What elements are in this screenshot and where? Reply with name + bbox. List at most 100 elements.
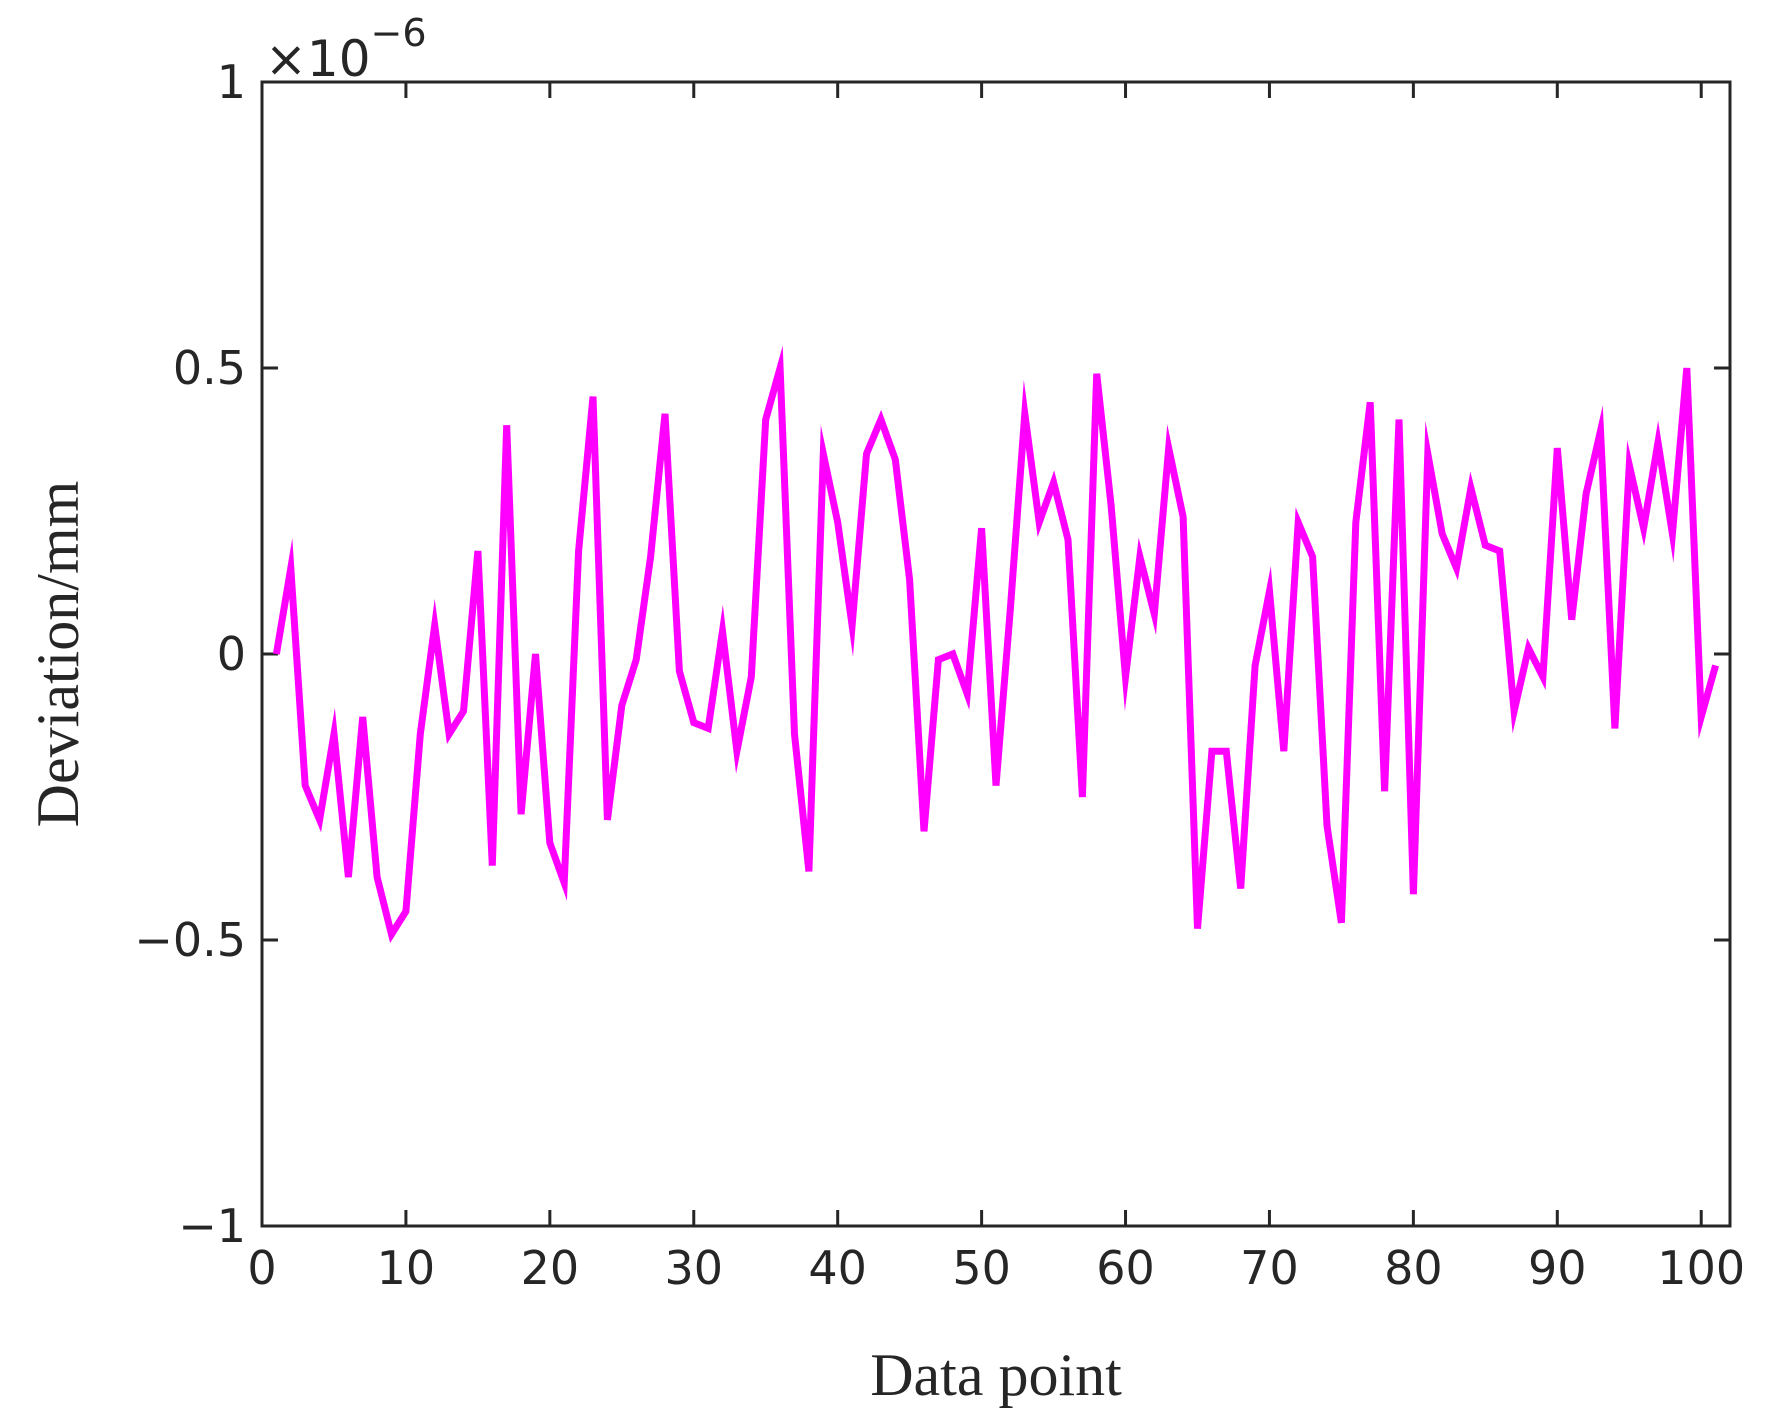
data-point-78 <box>1384 791 1385 792</box>
data-point-8 <box>377 877 378 878</box>
data-point-42 <box>866 453 867 454</box>
data-point-101 <box>1715 665 1716 666</box>
data-point-55 <box>1053 482 1054 483</box>
data-point-34 <box>751 676 752 677</box>
data-point-45 <box>909 579 910 580</box>
data-point-23 <box>593 396 594 397</box>
data-point-28 <box>665 413 666 414</box>
data-point-30 <box>693 722 694 723</box>
data-point-9 <box>391 934 392 935</box>
data-point-58 <box>1096 373 1097 374</box>
data-point-18 <box>521 814 522 815</box>
data-point-38 <box>808 871 809 872</box>
data-point-19 <box>535 654 536 655</box>
y-tick-label-2: 0 <box>217 627 246 681</box>
data-point-62 <box>1154 614 1155 615</box>
data-point-26 <box>636 659 637 660</box>
data-point-81 <box>1427 453 1428 454</box>
data-point-46 <box>924 831 925 832</box>
y-tick-labels: −1 −0.5 0 0.5 1 <box>134 55 246 1253</box>
x-tick-label-8: 80 <box>1384 1241 1443 1295</box>
data-point-74 <box>1327 825 1328 826</box>
tick-marks <box>260 80 1730 1228</box>
data-point-12 <box>434 625 435 626</box>
data-point-14 <box>463 711 464 712</box>
data-point-82 <box>1442 533 1443 534</box>
x-tick-label-4: 40 <box>808 1241 867 1295</box>
data-point-52 <box>1010 608 1011 609</box>
y-exponent-base: ×10 <box>265 30 371 88</box>
data-point-31 <box>708 728 709 729</box>
data-point-67 <box>1226 751 1227 752</box>
data-point-75 <box>1341 922 1342 923</box>
data-point-32 <box>722 631 723 632</box>
data-point-92 <box>1586 493 1587 494</box>
data-point-13 <box>449 734 450 735</box>
data-point-87 <box>1514 711 1515 712</box>
y-tick-label-1: −0.5 <box>134 913 246 967</box>
data-point-2 <box>290 568 291 569</box>
data-point-37 <box>794 734 795 735</box>
data-point-29 <box>679 671 680 672</box>
y-tick-label-4: 1 <box>217 55 246 109</box>
x-tick-labels: 0 10 20 30 40 50 60 70 80 90 100 <box>247 1241 1745 1295</box>
data-point-25 <box>621 705 622 706</box>
data-point-47 <box>938 659 939 660</box>
data-point-63 <box>1168 448 1169 449</box>
data-point-69 <box>1255 665 1256 666</box>
data-point-10 <box>405 911 406 912</box>
data-point-22 <box>578 551 579 552</box>
y-exponent-power: −6 <box>371 11 427 55</box>
data-point-80 <box>1413 894 1414 895</box>
data-point-49 <box>967 694 968 695</box>
deviation-series-line <box>272 345 1719 944</box>
data-point-39 <box>823 453 824 454</box>
data-point-98 <box>1672 533 1673 534</box>
data-point-70 <box>1269 591 1270 592</box>
y-tick-label-3: 0.5 <box>173 341 246 395</box>
data-point-51 <box>996 785 997 786</box>
x-tick-label-9: 90 <box>1528 1241 1587 1295</box>
data-point-89 <box>1542 676 1543 677</box>
data-point-57 <box>1082 797 1083 798</box>
data-point-21 <box>564 882 565 883</box>
data-point-61 <box>1139 556 1140 557</box>
x-tick-label-5: 50 <box>952 1241 1011 1295</box>
data-point-73 <box>1312 556 1313 557</box>
data-point-6 <box>348 877 349 878</box>
data-point-100 <box>1701 716 1702 717</box>
data-point-64 <box>1183 516 1184 517</box>
data-point-65 <box>1197 928 1198 929</box>
data-series-layer <box>272 345 1719 944</box>
data-point-33 <box>736 751 737 752</box>
data-point-76 <box>1355 522 1356 523</box>
y-exponent-label: ×10−6 <box>265 11 427 88</box>
data-point-83 <box>1456 568 1457 569</box>
data-point-91 <box>1571 619 1572 620</box>
data-point-96 <box>1643 528 1644 529</box>
data-point-4 <box>319 819 320 820</box>
data-point-27 <box>650 556 651 557</box>
data-point-35 <box>765 419 766 420</box>
data-point-59 <box>1111 505 1112 506</box>
data-point-71 <box>1283 751 1284 752</box>
plot-area-background <box>262 82 1730 1226</box>
data-point-86 <box>1499 551 1500 552</box>
data-point-95 <box>1629 465 1630 466</box>
data-point-40 <box>837 522 838 523</box>
data-point-36 <box>780 368 781 369</box>
data-point-99 <box>1686 368 1687 369</box>
data-point-11 <box>420 734 421 735</box>
y-axis-label: Deviation/mm <box>25 481 91 828</box>
data-point-56 <box>1068 539 1069 540</box>
data-point-93 <box>1600 430 1601 431</box>
x-tick-label-1: 10 <box>377 1241 436 1295</box>
data-point-90 <box>1557 448 1558 449</box>
data-point-20 <box>549 842 550 843</box>
data-point-79 <box>1399 419 1400 420</box>
data-point-94 <box>1614 728 1615 729</box>
data-point-88 <box>1528 648 1529 649</box>
data-point-16 <box>492 865 493 866</box>
